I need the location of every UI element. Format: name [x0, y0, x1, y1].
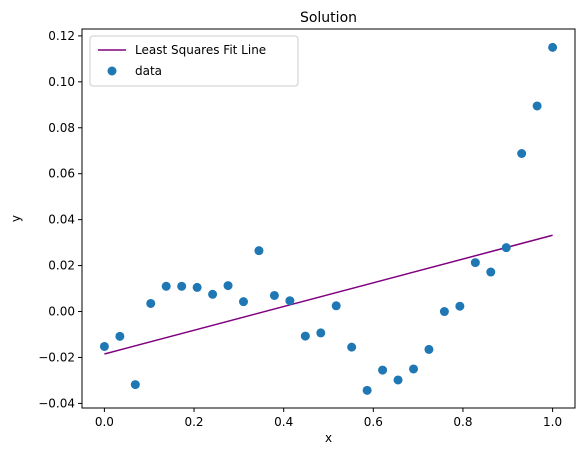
data-point	[177, 281, 187, 291]
legend-label: data	[135, 64, 162, 78]
data-point	[192, 282, 202, 292]
data-point	[362, 385, 372, 395]
axes-frame	[81, 28, 576, 409]
data-point	[486, 267, 496, 277]
y-tick-label: 0.08	[48, 121, 75, 135]
data-point	[115, 331, 125, 341]
data-point	[146, 298, 156, 308]
data-point	[532, 101, 542, 111]
data-point	[409, 364, 419, 374]
legend: Least Squares Fit Line data	[89, 35, 299, 87]
y-axis: −0.04 −0.02 0.00 0.02 0.04 0.06 0.08 0.10 0.12	[38, 29, 82, 410]
x-tick-label: 0.4	[274, 415, 293, 429]
data-point	[223, 281, 233, 291]
x-tick-label: 1.0	[543, 415, 562, 429]
y-axis-label: y	[9, 215, 23, 222]
data-point	[393, 375, 403, 385]
data-point	[316, 328, 326, 338]
x-axis-label: x	[325, 431, 332, 445]
data-point	[378, 365, 388, 375]
data-point	[254, 246, 264, 256]
data-point	[470, 258, 480, 268]
data-point	[347, 342, 357, 352]
data-point	[501, 243, 511, 253]
y-tick-label: 0.06	[48, 167, 75, 181]
plot-area	[99, 42, 558, 395]
data-point	[130, 380, 140, 390]
y-tick-label: 0.02	[48, 259, 75, 273]
y-tick-label: −0.04	[38, 396, 75, 410]
legend-label: Least Squares Fit Line	[135, 43, 266, 57]
data-point	[238, 297, 248, 307]
legend-box	[89, 35, 299, 87]
data-point	[285, 296, 295, 306]
x-tick-label: 0.8	[453, 415, 472, 429]
data-point	[161, 281, 171, 291]
data-point	[99, 341, 109, 351]
legend-swatch-marker	[107, 66, 117, 76]
x-tick-label: 0.2	[184, 415, 203, 429]
y-tick-label: 0.12	[48, 29, 75, 43]
data-point	[455, 301, 465, 311]
data-point	[424, 344, 434, 354]
y-tick-label: 0.00	[48, 305, 75, 319]
data-point	[208, 289, 218, 299]
x-tick-label: 0.0	[95, 415, 114, 429]
chart-title: Solution	[300, 10, 357, 26]
data-point	[517, 148, 527, 158]
x-tick-label: 0.6	[364, 415, 383, 429]
data-point	[300, 331, 310, 341]
data-point	[439, 307, 449, 317]
y-tick-label: 0.10	[48, 75, 75, 89]
fit-line	[104, 234, 553, 355]
y-tick-label: 0.04	[48, 213, 75, 227]
data-point	[548, 42, 558, 52]
data-point	[269, 290, 279, 300]
y-tick-label: −0.02	[38, 350, 75, 364]
x-axis: 0.0 0.2 0.4 0.6 0.8 1.0	[95, 408, 562, 429]
data-point	[331, 301, 341, 311]
